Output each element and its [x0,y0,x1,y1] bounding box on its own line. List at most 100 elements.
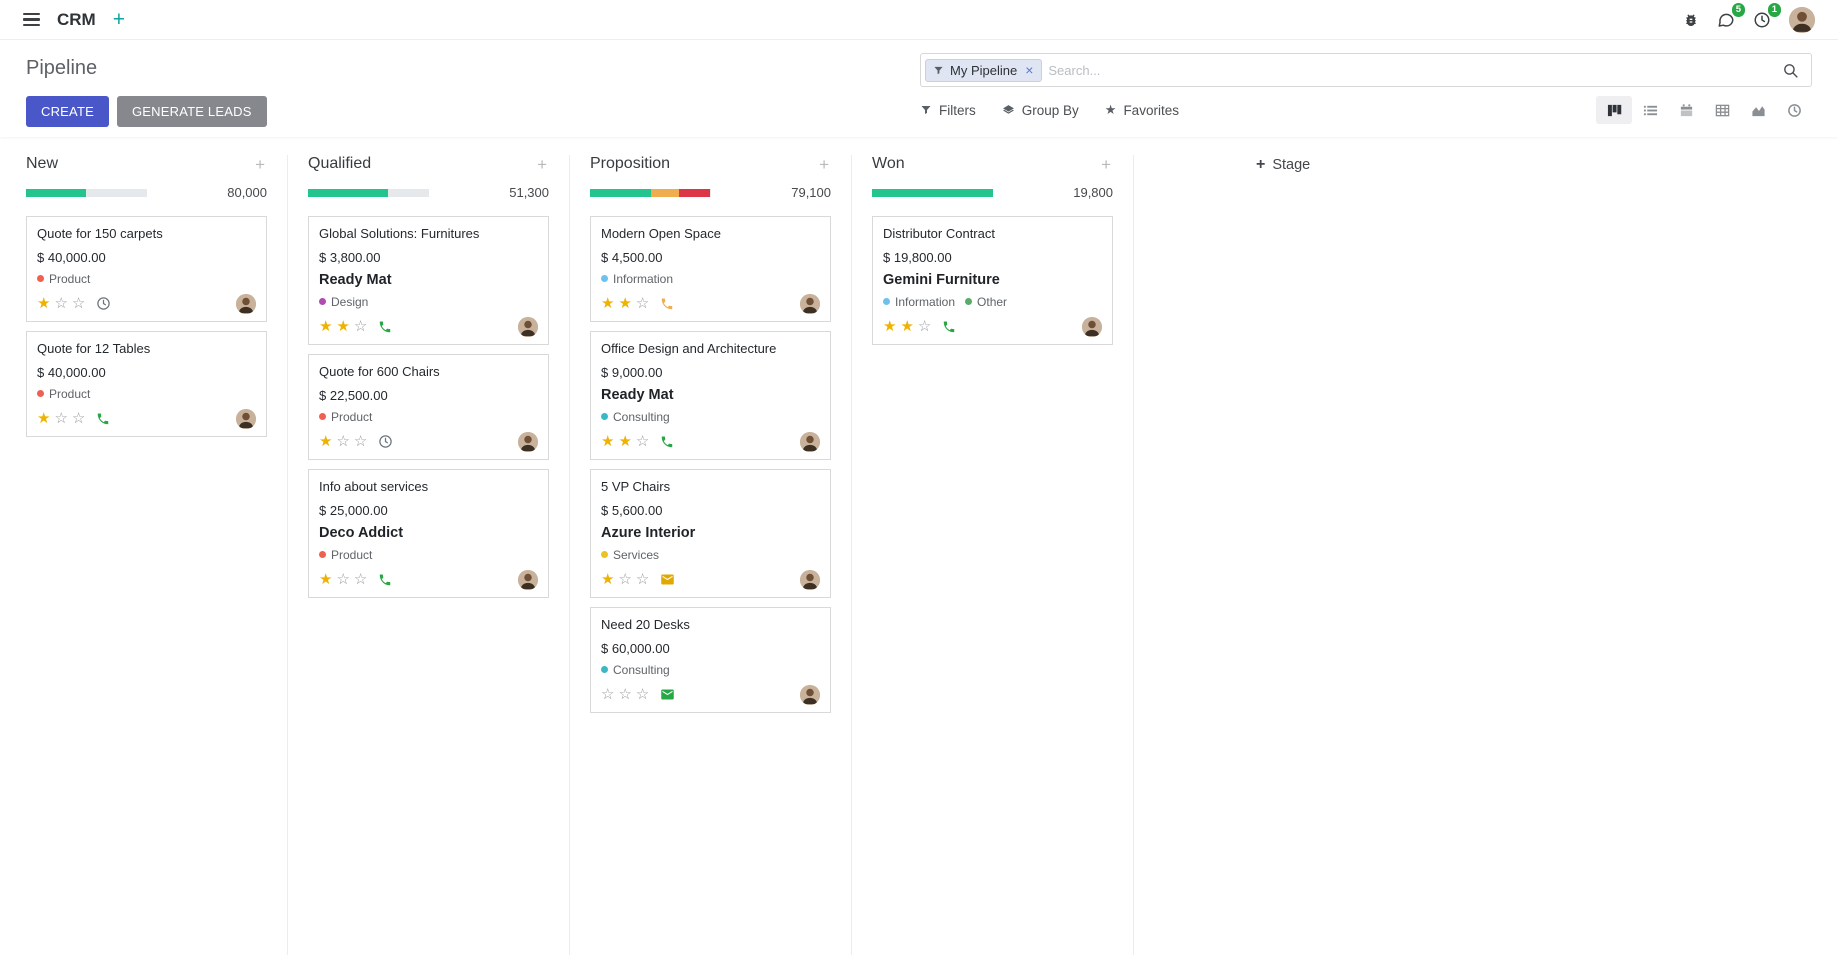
star-empty-icon[interactable]: ☆ [635,685,650,703]
star-filled-icon[interactable]: ★ [618,432,632,450]
star-filled-icon[interactable]: ★ [601,294,615,312]
star-filled-icon[interactable]: ★ [336,317,350,335]
tag-color-dot [319,551,326,559]
card-tag: Product [37,387,90,401]
tag-color-dot [601,551,608,559]
star-empty-icon[interactable]: ☆ [601,685,615,703]
star-empty-icon[interactable]: ☆ [618,685,632,703]
phone-activity-icon[interactable] [659,434,675,450]
star-filled-icon[interactable]: ★ [37,294,51,312]
opportunity-card[interactable]: Info about services $ 25,000.00 Deco Add… [308,468,549,598]
opportunity-card[interactable]: 5 VP Chairs $ 5,600.00 Azure Interior Se… [590,468,831,598]
email-activity-icon[interactable] [659,571,676,588]
stage-counter-row: 19,800 [872,185,1113,200]
star-filled-icon[interactable]: ★ [319,570,333,588]
phone-activity-icon[interactable] [95,411,111,427]
card-title: Modern Open Space [601,226,721,241]
search-button[interactable] [1778,60,1803,81]
create-button[interactable]: CREATE [26,96,109,127]
phone-activity-icon[interactable] [659,296,675,312]
clock-activity-icon[interactable] [95,295,112,312]
stage-progressbar[interactable] [872,188,993,197]
group-by-label: Group By [1021,102,1079,118]
star-empty-icon[interactable]: ☆ [71,409,86,427]
generate-leads-button[interactable]: GENERATE LEADS [116,96,267,127]
star-empty-icon[interactable]: ☆ [353,432,368,450]
debug-mode-button[interactable] [1674,0,1708,40]
opportunity-card[interactable]: Distributor Contract $ 19,800.00 Gemini … [872,216,1113,345]
star-empty-icon[interactable]: ☆ [336,432,350,450]
list-view-button[interactable] [1632,96,1668,124]
quick-create-button[interactable]: + [104,0,134,40]
clock-activity-icon[interactable] [377,433,394,450]
add-stage-button[interactable]: + Stage [1256,155,1310,174]
stage-counter-row: 79,100 [590,185,831,200]
star-empty-icon[interactable]: ☆ [635,294,650,312]
opportunity-card[interactable]: Global Solutions: Furnitures $ 3,800.00 … [308,216,549,345]
progress-segment[interactable] [308,188,388,197]
star-empty-icon[interactable]: ☆ [635,570,650,588]
star-filled-icon[interactable]: ★ [601,432,615,450]
column-quick-add-button[interactable]: + [255,154,265,174]
star-empty-icon[interactable]: ☆ [917,317,932,335]
messages-menu-button[interactable]: 5 [1708,0,1745,40]
activities-menu-button[interactable]: 1 [1744,0,1781,40]
star-empty-icon[interactable]: ☆ [54,409,68,427]
stage-progressbar[interactable] [308,188,429,197]
email-activity-icon[interactable] [659,686,676,703]
progress-segment[interactable] [679,188,711,197]
progress-segment[interactable] [26,188,87,197]
star-empty-icon[interactable]: ☆ [635,432,650,450]
graph-view-icon [1751,103,1766,118]
star-empty-icon[interactable]: ☆ [336,570,350,588]
progress-segment[interactable] [651,188,680,197]
star-filled-icon[interactable]: ★ [319,432,333,450]
star-filled-icon[interactable]: ★ [37,409,51,427]
stage-progressbar[interactable] [590,188,711,197]
column-quick-add-button[interactable]: + [537,154,547,174]
stage-progressbar[interactable] [26,188,147,197]
activity-view-button[interactable] [1776,96,1812,124]
group-by-menu-button[interactable]: Group By [1002,103,1079,118]
salesperson-avatar [1082,316,1102,337]
favorites-menu-button[interactable]: ★ Favorites [1105,102,1179,118]
star-filled-icon[interactable]: ★ [618,294,632,312]
star-empty-icon[interactable]: ☆ [618,570,632,588]
star-filled-icon[interactable]: ★ [319,317,333,335]
opportunity-card[interactable]: Quote for 600 Chairs $ 22,500.00 Product… [308,353,549,460]
opportunity-card[interactable]: Quote for 150 carpets $ 40,000.00 Produc… [26,216,267,322]
star-filled-icon[interactable]: ★ [601,570,615,588]
phone-activity-icon[interactable] [941,319,957,335]
star-empty-icon[interactable]: ☆ [54,294,68,312]
user-menu-button[interactable] [1780,0,1824,40]
facet-remove-button[interactable]: × [1025,62,1034,78]
progress-segment[interactable] [590,188,652,197]
search-input[interactable] [1048,62,1778,78]
tag-color-dot [319,298,326,306]
opportunity-card[interactable]: Need 20 Desks $ 60,000.00 Consulting ☆ ☆ ☆ [590,606,831,713]
calendar-view-button[interactable] [1668,96,1704,124]
opportunity-card[interactable]: Modern Open Space $ 4,500.00 Information… [590,216,831,322]
progress-segment[interactable] [872,188,993,197]
apps-menu-button[interactable] [14,0,49,40]
star-empty-icon[interactable]: ☆ [353,317,368,335]
column-quick-add-button[interactable]: + [1101,154,1111,174]
opportunity-card[interactable]: Office Design and Architecture $ 9,000.0… [590,330,831,460]
opportunity-card[interactable]: Quote for 12 Tables $ 40,000.00 Product … [26,330,267,437]
card-title: Quote for 12 Tables [37,340,151,356]
phone-activity-icon[interactable] [377,319,393,335]
card-tag: Product [319,410,372,424]
star-filled-icon[interactable]: ★ [900,317,914,335]
pivot-view-button[interactable] [1704,96,1740,124]
phone-activity-icon[interactable] [377,572,393,588]
kanban-view-button[interactable] [1596,96,1632,124]
star-empty-icon[interactable]: ☆ [353,570,368,588]
stage-counter-row: 80,000 [26,185,267,200]
star-filled-icon[interactable]: ★ [883,317,897,335]
column-quick-add-button[interactable]: + [819,154,829,174]
filters-menu-button[interactable]: Filters [920,103,976,118]
app-name[interactable]: CRM [57,9,96,29]
graph-view-button[interactable] [1740,96,1776,124]
star-empty-icon[interactable]: ☆ [71,294,86,312]
tag-color-dot [601,275,608,283]
